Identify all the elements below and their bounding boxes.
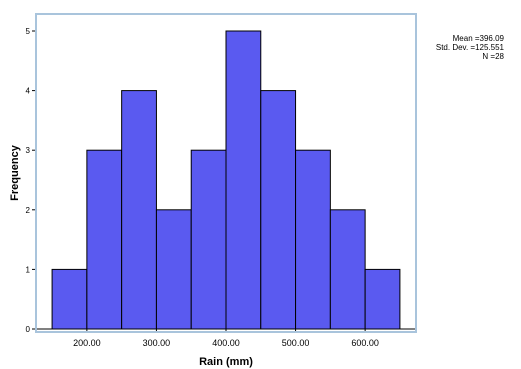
y-tick-label: 5: [26, 27, 31, 36]
statistics-box: Mean =396.09 Std. Dev. =125.551 N =28: [432, 34, 504, 61]
y-tick-label: 0: [26, 325, 31, 334]
histogram-bar: [121, 90, 157, 330]
stats-std-dev: Std. Dev. =125.551: [435, 43, 504, 52]
y-tick-label: 1: [26, 265, 31, 274]
y-axis-label: Frequency: [9, 144, 21, 201]
y-tick-label: 3: [26, 146, 31, 155]
x-tick-label: 300.00: [143, 338, 171, 348]
histogram-bar: [260, 90, 297, 330]
histogram-bar: [295, 149, 331, 330]
x-tick-label: 500.00: [282, 338, 310, 348]
histogram-bar: [364, 268, 401, 330]
stats-n: N =28: [482, 52, 504, 61]
bars-layer: [51, 30, 401, 330]
x-axis-label: Rain (mm): [199, 356, 253, 368]
y-tick-label: 2: [26, 206, 31, 215]
histogram-bar: [155, 209, 192, 330]
stats-mean: Mean =396.09: [452, 34, 504, 43]
histogram-bar: [190, 149, 227, 330]
y-tick-label: 4: [26, 87, 31, 96]
x-tick-label: 200.00: [73, 338, 101, 348]
histogram-bar: [51, 268, 88, 330]
histogram-bar: [329, 209, 366, 330]
x-tick-label: 600.00: [351, 338, 379, 348]
histogram-bar: [225, 30, 262, 330]
histogram-bar: [86, 149, 123, 330]
x-tick-label: 400.00: [212, 338, 240, 348]
plot-frame: [35, 13, 417, 333]
